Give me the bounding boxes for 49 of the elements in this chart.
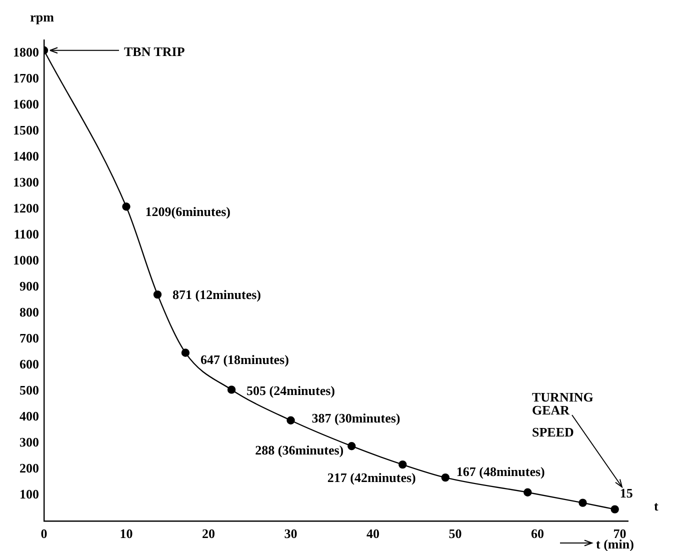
annotation: TBN TRIP: [124, 44, 185, 59]
y-tick-label: 1600: [13, 96, 39, 112]
y-tick-label: 300: [20, 434, 39, 450]
x-tick-label: 0: [40, 526, 48, 542]
text: t: [654, 498, 659, 514]
point: [181, 348, 190, 357]
annotation: 871 (12minutes): [172, 286, 261, 302]
annotation: 387 (30minutes): [312, 410, 400, 426]
point: [153, 290, 162, 299]
annotation: 505 (24minutes): [246, 383, 336, 398]
x-tick-label: 50: [448, 526, 462, 542]
annotation: 217 (42minutes): [327, 470, 416, 485]
point: [348, 442, 356, 450]
y-tick-label: 1400: [13, 148, 39, 164]
x-tick-label: 10: [120, 526, 133, 542]
y-axis-title: rpm: [30, 9, 54, 24]
annotation: 167 (48minutes): [456, 464, 545, 479]
y-tick-label: 1100: [14, 226, 39, 242]
y-tick-label: 600: [20, 356, 39, 372]
x-tick-label: 20: [202, 526, 216, 542]
y-tick-label: 500: [20, 382, 39, 398]
point: [227, 386, 236, 394]
y-tick-label: 1500: [13, 122, 39, 138]
point: [441, 473, 450, 482]
point: [524, 488, 532, 496]
point: [578, 498, 587, 507]
y-tick-label: 1300: [13, 174, 39, 190]
y-tick-label: 800: [20, 304, 39, 320]
point: [122, 202, 130, 211]
y-tick-label: 400: [20, 408, 39, 424]
y-tick-label: 1200: [13, 200, 39, 216]
annotation: TURNING GEAR SPEED: [532, 389, 594, 440]
x-tick-label: 40: [366, 526, 380, 542]
annotation: 1209(6minutes): [145, 204, 230, 220]
x-tick-label: 30: [284, 526, 298, 542]
annotation: 15: [620, 486, 634, 501]
point: [610, 505, 619, 514]
x-tick-label: 60: [531, 526, 544, 542]
y-tick-label: 100: [20, 486, 39, 502]
y-tick-label: 900: [20, 278, 39, 294]
point: [398, 460, 407, 469]
y-tick-label: 1700: [13, 70, 39, 86]
y-tick-label: 1000: [13, 252, 39, 268]
annotation: 288 (36minutes): [255, 442, 344, 458]
y-tick-label: 1800: [13, 44, 39, 60]
y-tick-label: 200: [20, 460, 39, 476]
y-tick-label: 700: [20, 330, 39, 346]
annotation: 647 (18minutes): [200, 352, 289, 368]
point: [286, 416, 295, 424]
